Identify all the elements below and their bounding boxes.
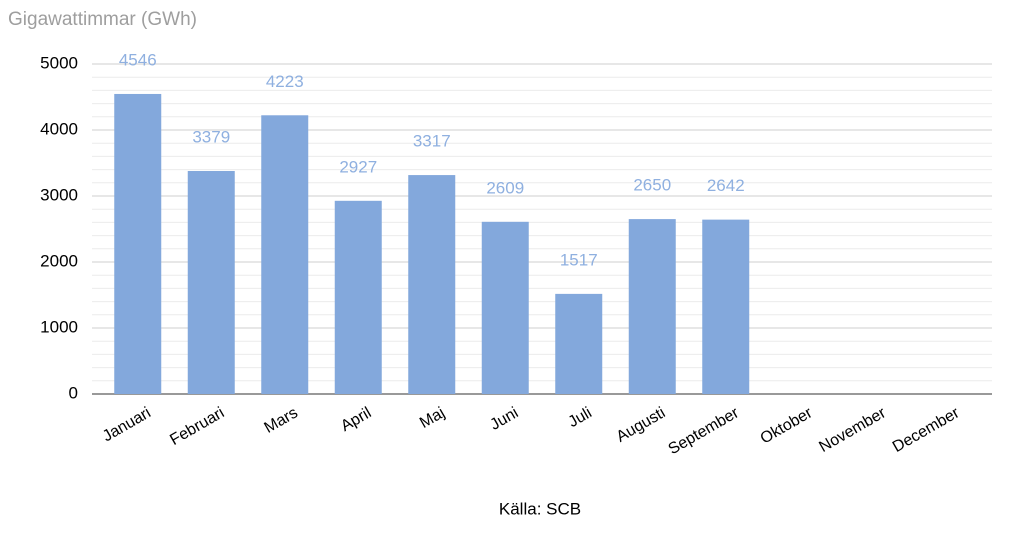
x-tick-label: Oktober	[758, 404, 816, 448]
data-label: 4546	[119, 50, 157, 69]
bar	[481, 221, 529, 394]
bar	[555, 293, 603, 394]
data-label: 2650	[633, 176, 671, 195]
bar	[114, 93, 162, 395]
data-label: 4223	[266, 72, 304, 91]
chart-title: Gigawattimmar (GWh)	[8, 9, 197, 30]
y-tick-label: 1000	[40, 317, 78, 336]
data-label: 2609	[486, 178, 524, 197]
x-tick-label: September	[666, 404, 743, 458]
data-label: 2927	[339, 157, 377, 176]
bar	[261, 115, 309, 395]
x-tick-label: Februari	[167, 404, 227, 449]
x-tick-label: Augusti	[614, 404, 669, 445]
source-note: Källa: SCB	[499, 499, 581, 518]
x-tick-label: April	[338, 404, 374, 435]
data-label: 3379	[192, 127, 230, 146]
x-tick-label: November	[816, 404, 889, 456]
x-tick-label: Mars	[262, 404, 301, 437]
y-tick-label: 3000	[40, 185, 78, 204]
bar	[334, 200, 382, 394]
data-label: 1517	[560, 250, 598, 269]
data-label: 2642	[707, 176, 745, 195]
y-tick-label: 0	[69, 383, 78, 402]
data-label: 3317	[413, 132, 451, 151]
x-tick-label: Maj	[417, 404, 448, 432]
bar	[408, 175, 456, 394]
x-tick-label: December	[890, 404, 963, 456]
x-tick-label: Juli	[566, 404, 595, 431]
bar	[702, 219, 750, 394]
bar	[628, 219, 676, 394]
x-tick-label: Januari	[100, 404, 154, 445]
y-tick-label: 2000	[40, 251, 78, 270]
y-tick-label: 4000	[40, 119, 78, 138]
bar	[187, 170, 235, 394]
x-tick-label: Juni	[487, 404, 521, 433]
y-tick-label: 5000	[40, 53, 78, 72]
